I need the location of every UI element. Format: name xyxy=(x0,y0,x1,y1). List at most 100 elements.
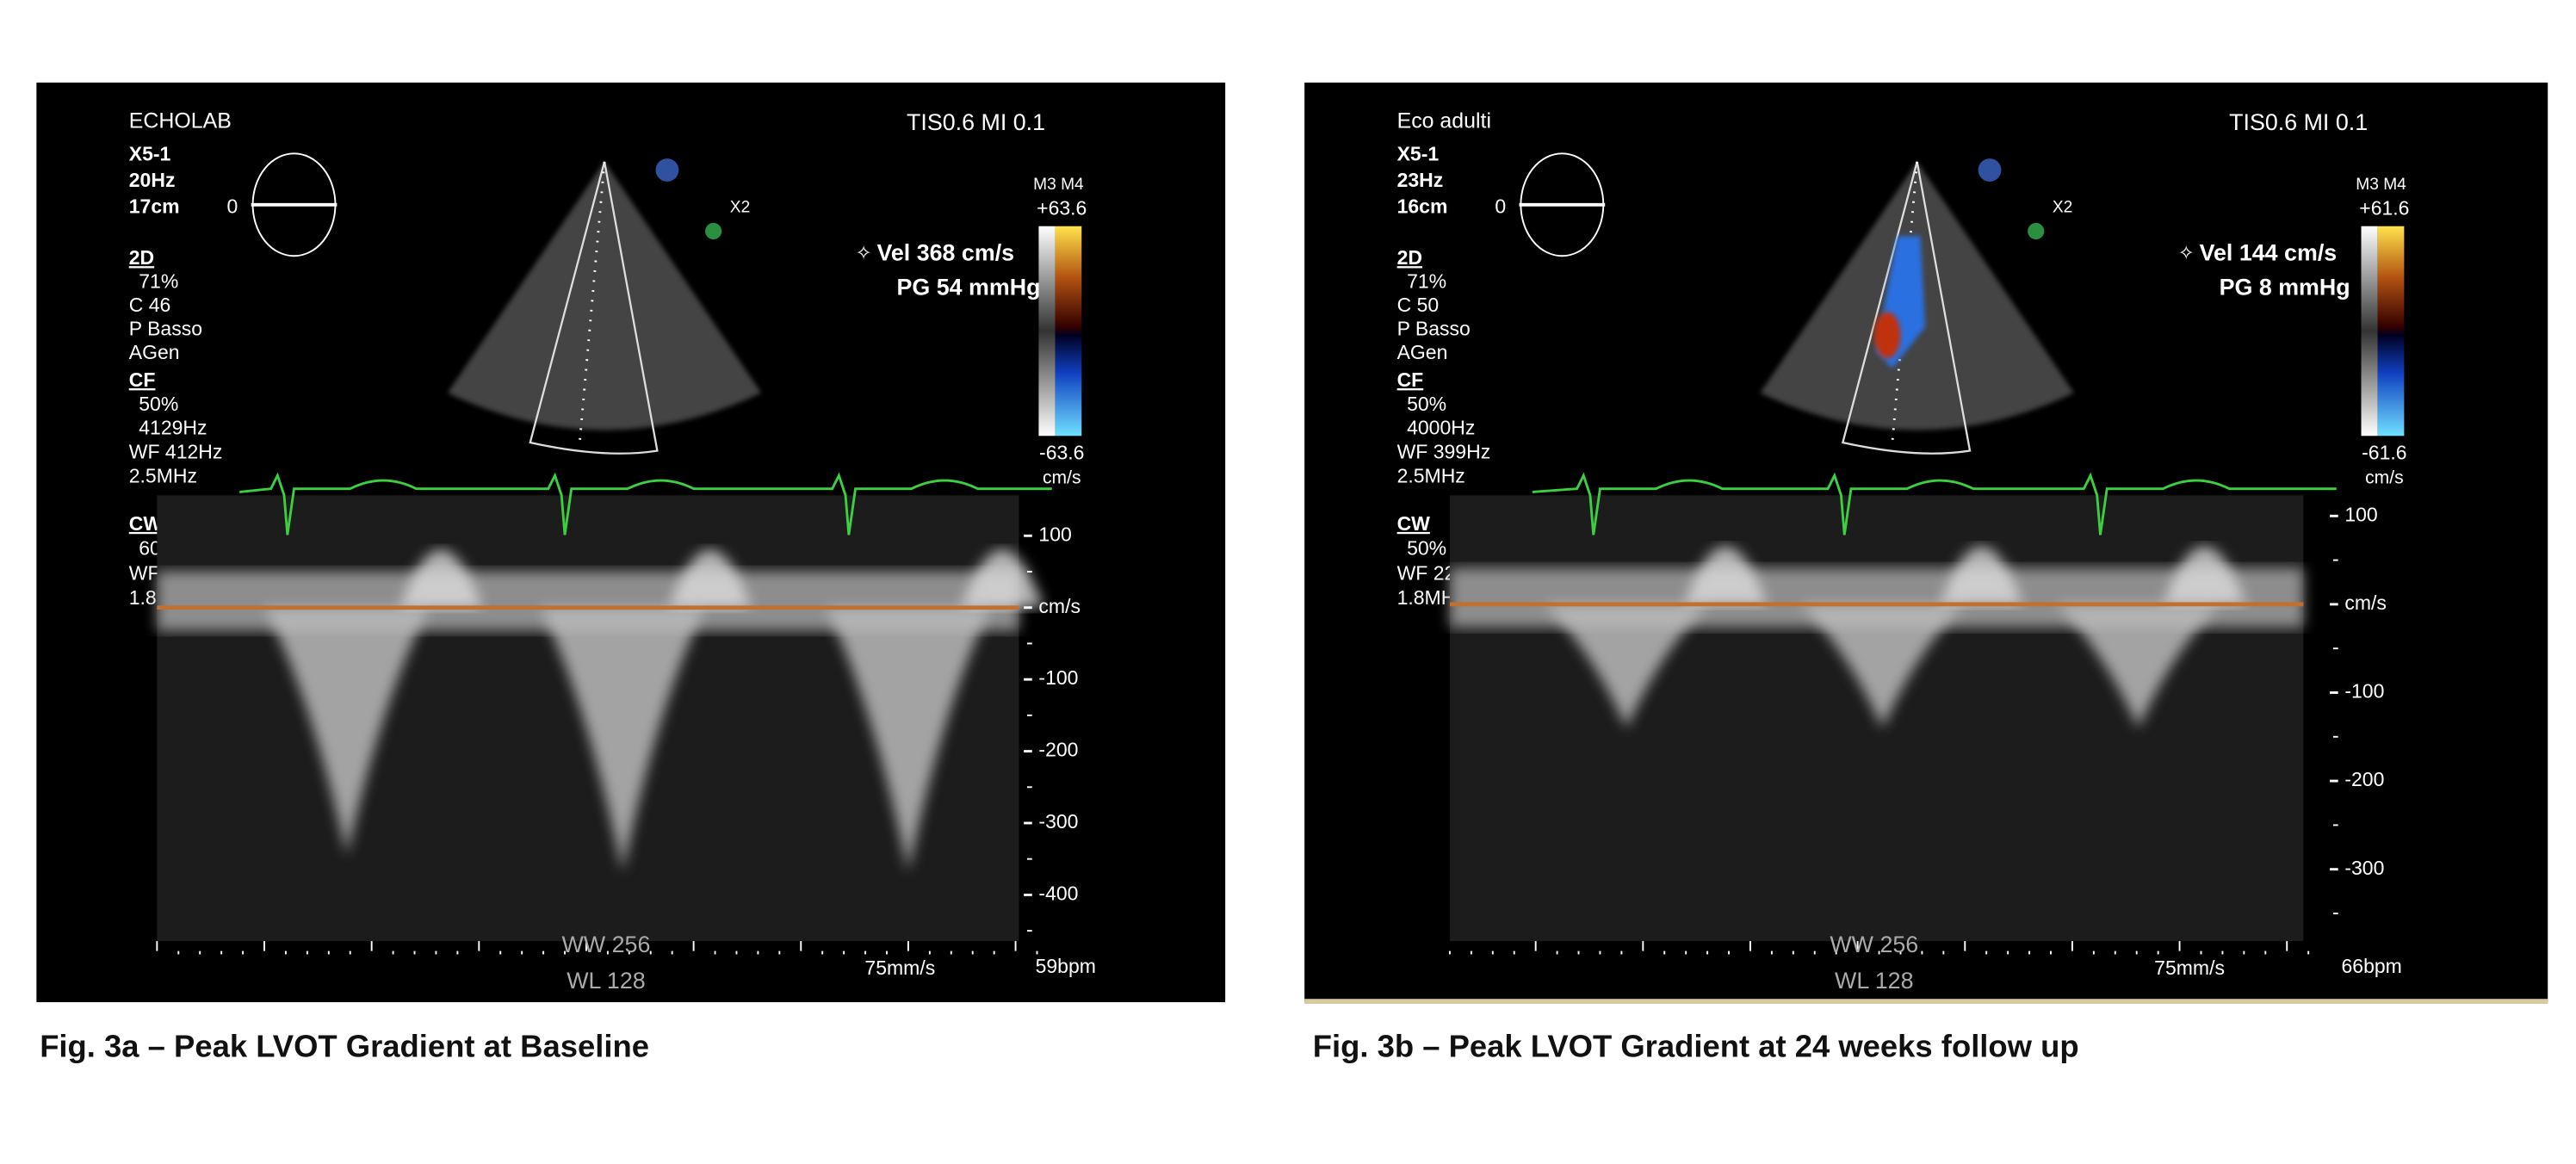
color-bar-max: +63.6 xyxy=(1037,197,1087,220)
caption: Fig. 3b – Peak LVOT Gradient at 24 weeks… xyxy=(1313,1028,2079,1063)
spectrum-lobe xyxy=(1940,546,2023,604)
spectrum-envelope xyxy=(826,607,991,872)
safety-indices: TIS0.6 MI 0.1 xyxy=(907,109,1045,135)
settings-title: CF xyxy=(1397,368,1424,391)
heart-rate: 59bpm xyxy=(1036,955,1096,977)
color-bar-unit: cm/s xyxy=(2365,468,2404,488)
spectrum-lobe xyxy=(961,549,1044,608)
header-text: X5-1 xyxy=(1397,142,1440,164)
scale-label: -400 xyxy=(1038,882,1078,904)
color-bar-max: +61.6 xyxy=(2359,197,2409,220)
scale-label: cm/s xyxy=(1038,595,1081,617)
settings-title: 2D xyxy=(1397,246,1422,269)
color-bar-label: M3 M4 xyxy=(1033,176,1084,194)
spectrum-lobe xyxy=(668,549,752,608)
scale-label: -300 xyxy=(2344,857,2384,879)
settings-line: 71% xyxy=(139,270,178,293)
settings-title: CF xyxy=(129,368,156,391)
spectrum-envelope xyxy=(1544,604,1710,728)
measurement: PG 8 mmHg xyxy=(2220,275,2350,300)
scale-label: -100 xyxy=(2344,680,2384,703)
color-bar-label: M3 M4 xyxy=(2356,176,2406,194)
scale-label: 100 xyxy=(2344,503,2377,525)
spectrum-lobe xyxy=(1684,546,1768,604)
spectrum-envelope xyxy=(540,607,706,872)
header-text: 16cm xyxy=(1397,195,1448,218)
scale-label: -100 xyxy=(1038,666,1078,689)
marker-label: X2 xyxy=(2053,199,2072,217)
scale-label: -300 xyxy=(1038,810,1078,833)
spectrum-envelope xyxy=(1799,604,1966,728)
sector-box xyxy=(1841,161,1972,455)
settings-line: 4000Hz xyxy=(1407,417,1475,439)
header-text: ECHOLAB xyxy=(129,108,232,133)
measurement: Vel 144 cm/s xyxy=(2200,239,2338,265)
color-bar-unit: cm/s xyxy=(1043,468,1081,488)
cursor-symbol: ✧ xyxy=(856,241,872,263)
window-width: WW 256 xyxy=(562,932,651,957)
header-text: X5-1 xyxy=(129,142,171,164)
marker-label: X2 xyxy=(730,199,750,217)
probe-angle-label: 0 xyxy=(227,195,238,218)
header-text: Eco adulti xyxy=(1397,108,1491,133)
measurement: PG 54 mmHg xyxy=(896,275,1040,300)
measurement: Vel 368 cm/s xyxy=(876,239,1014,265)
probe-angle-label: 0 xyxy=(1495,195,1506,218)
settings-line: 71% xyxy=(1407,270,1446,293)
settings-line: 50% xyxy=(1407,537,1446,560)
color-bar xyxy=(1055,226,1082,436)
gray-bar xyxy=(1038,226,1056,436)
settings-line: 4129Hz xyxy=(139,417,207,439)
header-text: 23Hz xyxy=(1397,169,1444,191)
sector-image xyxy=(447,161,762,430)
scale-label: -200 xyxy=(2344,768,2384,790)
settings-line: C 50 xyxy=(1397,294,1440,316)
ecg-trace xyxy=(239,472,1052,536)
scale-label: cm/s xyxy=(2344,591,2387,614)
settings-line: AGen xyxy=(1397,341,1448,363)
settings-line: C 46 xyxy=(129,294,171,316)
settings-line: P Basso xyxy=(1397,317,1471,339)
settings-line: 2.5MHz xyxy=(129,464,197,486)
settings-line: P Basso xyxy=(129,317,202,339)
ecg-trace xyxy=(1532,472,2337,536)
settings-line: 50% xyxy=(1407,393,1446,415)
settings-line: 50% xyxy=(139,393,178,415)
settings-title: 2D xyxy=(129,246,154,269)
settings-title: CW xyxy=(1397,512,1431,535)
window-level: WL 128 xyxy=(567,968,645,994)
color-bar-min: -61.6 xyxy=(2362,441,2406,463)
marker-dot xyxy=(705,222,722,240)
marker-dot xyxy=(2028,222,2045,240)
spectrum-envelope xyxy=(2055,604,2221,728)
spectrum-lobe xyxy=(2163,546,2246,604)
settings-line: AGen xyxy=(129,341,180,363)
header-text: 17cm xyxy=(129,195,180,218)
caption: Fig. 3a – Peak LVOT Gradient at Baseline xyxy=(40,1028,649,1063)
scale-label: 100 xyxy=(1038,523,1071,545)
spectrum-envelope xyxy=(264,607,430,856)
spectrum-noise xyxy=(1449,495,2304,942)
header-text: 20Hz xyxy=(129,169,176,191)
safety-indices: TIS0.6 MI 0.1 xyxy=(2229,109,2368,135)
spectrum-lobe xyxy=(399,549,483,608)
gray-bar xyxy=(2361,226,2378,436)
sector-box xyxy=(529,161,659,455)
window-width: WW 256 xyxy=(1830,932,1918,957)
settings-line: WF 412Hz xyxy=(129,440,223,462)
color-flow-red xyxy=(1873,312,1901,359)
settings-line: WF 399Hz xyxy=(1397,440,1491,462)
settings-title: CW xyxy=(129,512,163,535)
cursor-symbol: ✧ xyxy=(2178,241,2195,263)
sweep-speed: 75mm/s xyxy=(2154,957,2225,979)
p-icon xyxy=(1978,158,2002,182)
window-level: WL 128 xyxy=(1835,968,1913,994)
color-bar xyxy=(2377,226,2405,436)
sweep-speed: 75mm/s xyxy=(864,957,935,979)
p-icon xyxy=(655,158,679,182)
